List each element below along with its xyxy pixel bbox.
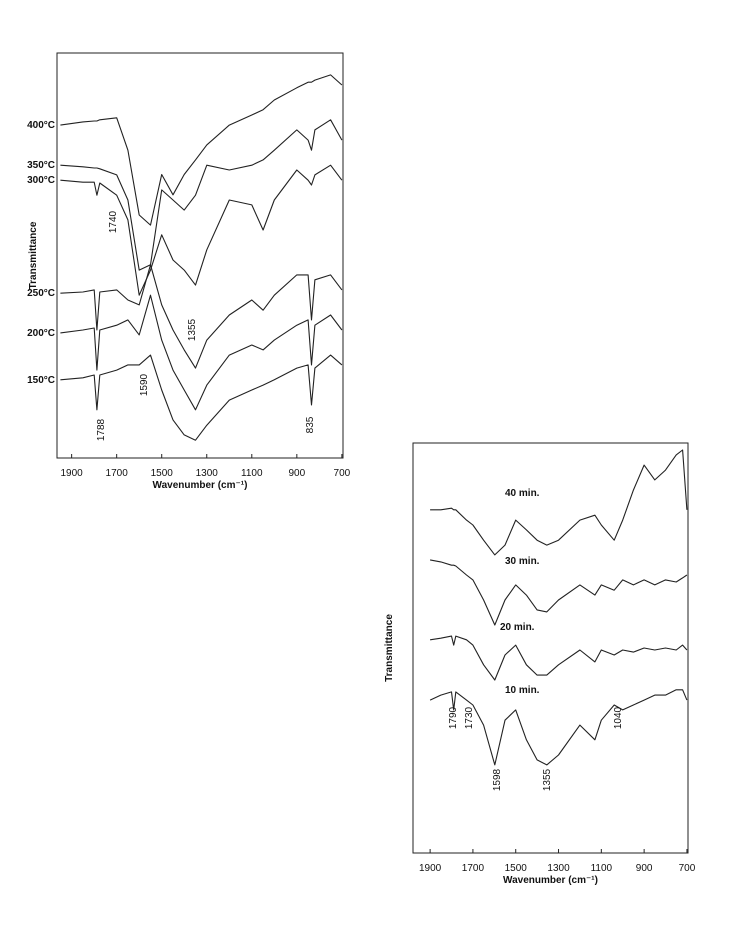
x-tick-label: 1700 — [462, 863, 485, 874]
x-tick-label: 1300 — [547, 863, 570, 874]
series-label: 200°C — [27, 328, 55, 339]
x-tick-label: 1100 — [241, 468, 263, 479]
series-label: 400°C — [27, 120, 55, 131]
peak-annotation: 1790 — [448, 706, 459, 729]
series-label: 30 min. — [505, 556, 540, 567]
spectrum-line — [430, 635, 688, 681]
spectrum-line — [60, 294, 343, 411]
x-axis-title: Wavenumber (cm⁻¹) — [153, 480, 248, 491]
peak-annotation: 1590 — [139, 373, 150, 396]
spectrum-line — [60, 119, 343, 271]
series-label: 40 min. — [505, 488, 540, 499]
peak-annotation: 1740 — [108, 210, 119, 233]
x-tick-label: 1300 — [196, 468, 219, 479]
peak-annotation: 1355 — [187, 318, 198, 341]
series-label: 20 min. — [500, 622, 535, 633]
x-axis-title: Wavenumber (cm⁻¹) — [503, 875, 598, 886]
x-tick-label: 1100 — [591, 863, 613, 874]
x-tick-label: 700 — [679, 863, 696, 874]
plot-frame — [412, 442, 689, 854]
x-tick-label: 1900 — [419, 863, 442, 874]
peak-annotation: 1788 — [96, 418, 107, 441]
peak-annotation: 1355 — [542, 768, 553, 791]
x-tick-label: 1500 — [151, 468, 174, 479]
spectrum-line — [60, 164, 343, 296]
peak-annotation: 1040 — [613, 706, 624, 729]
x-tick-label: 1700 — [106, 468, 129, 479]
spectrum-line — [60, 354, 343, 441]
x-tick-label: 700 — [334, 468, 351, 479]
x-tick-label: 900 — [288, 468, 305, 479]
x-tick-label: 900 — [636, 863, 653, 874]
peak-annotation: 835 — [305, 416, 316, 433]
series-label: 300°C — [27, 175, 55, 186]
peak-annotation: 1598 — [492, 768, 503, 791]
y-axis-title: Transmittance — [384, 614, 395, 682]
peak-annotation: 1730 — [464, 706, 475, 729]
series-label: 250°C — [27, 288, 55, 299]
spectrum-line — [429, 559, 688, 626]
x-tick-label: 1500 — [505, 863, 528, 874]
spectrum-line — [60, 264, 343, 369]
spectrum-line — [430, 449, 688, 556]
spectrum-line — [60, 74, 343, 226]
series-label: 150°C — [27, 375, 55, 386]
x-tick-label: 1900 — [61, 468, 84, 479]
y-axis-title: Transmittance — [28, 221, 39, 289]
plot-frame — [56, 52, 344, 459]
series-label: 10 min. — [505, 685, 540, 696]
spectrum-line — [429, 689, 688, 766]
series-label: 350°C — [27, 160, 55, 171]
